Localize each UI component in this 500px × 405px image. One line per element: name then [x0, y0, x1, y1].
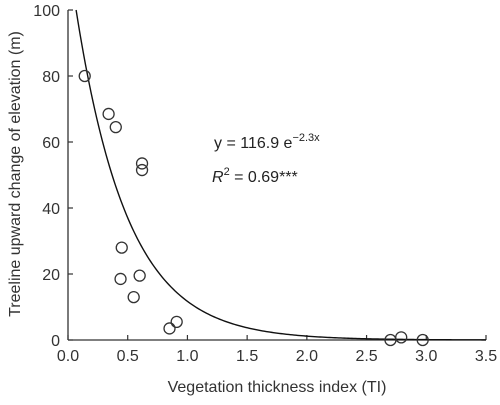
x-axis-ticks: 0.0 0.5 1.0 1.5 2.0 2.5 3.0 3.5 [57, 335, 497, 365]
equation-exponent: −2.3x [292, 132, 320, 144]
y-tick-label: 60 [42, 135, 60, 152]
x-tick-label: 3.5 [475, 348, 497, 365]
data-point [102, 107, 115, 121]
r-squared-value: = 0.69*** [230, 169, 298, 186]
equation-main: y = 116.9 e [214, 135, 293, 152]
data-point [127, 290, 140, 304]
data-point [416, 333, 429, 347]
data-point [170, 315, 183, 329]
data-point [163, 322, 176, 335]
data-point [395, 331, 408, 344]
x-tick-label: 1.0 [176, 348, 198, 365]
x-tick-label: 1.5 [236, 348, 258, 365]
x-tick-label: 2.5 [355, 348, 377, 365]
y-tick-label: 0 [51, 333, 60, 350]
r-squared-annotation: R2 = 0.69*** [212, 166, 298, 186]
y-axis-ticks: 0 20 40 60 80 100 [33, 3, 73, 350]
x-tick-label: 0.5 [117, 348, 139, 365]
r-squared-r: R [212, 169, 224, 186]
y-tick-label: 40 [42, 201, 60, 218]
data-point [114, 272, 127, 286]
x-axis-title: Vegetation thickness index (TI) [168, 379, 387, 396]
x-tick-label: 0.0 [57, 348, 79, 365]
data-point [115, 241, 128, 254]
equation-annotation: y = 116.9 e−2.3x [214, 132, 320, 152]
y-axis-title: Treeline upward change of elevation (m) [7, 31, 24, 317]
data-point [109, 121, 122, 134]
x-tick-label: 2.0 [296, 348, 318, 365]
y-tick-label: 20 [42, 267, 60, 284]
data-point [135, 163, 149, 177]
data-points-layer [78, 69, 429, 347]
y-tick-label: 80 [42, 69, 60, 86]
data-point [78, 69, 91, 83]
r-squared-exponent: 2 [224, 166, 230, 178]
data-point [135, 157, 149, 170]
x-tick-label: 3.0 [415, 348, 437, 365]
y-tick-label: 100 [33, 3, 60, 20]
data-point [133, 269, 146, 282]
